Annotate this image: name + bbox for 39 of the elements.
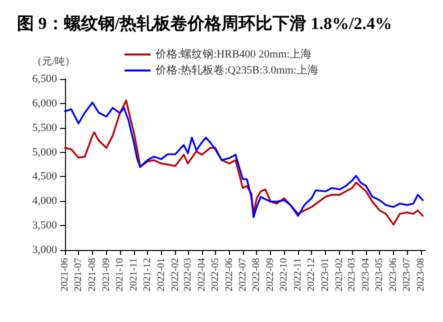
x-tick-label: 2021-06 <box>60 258 70 292</box>
x-tick-label: 2022-02 <box>170 258 181 292</box>
x-tick-label: 2022-10 <box>278 258 290 292</box>
y-axis-title: （元/吨） <box>32 56 75 68</box>
x-tick-label: 2023-02 <box>334 258 345 292</box>
y-tick-label: 4,500 <box>32 170 58 183</box>
x-tick-label: 2021-12 <box>142 258 153 292</box>
x-tick-label: 2022-12 <box>306 258 318 292</box>
y-tick-label: 6,000 <box>32 97 58 110</box>
x-tick-label: 2022-08 <box>251 258 262 292</box>
x-tick-label: 2021-11 <box>128 258 140 291</box>
chart-title: 图 9：螺纹钢/热轧板卷价格周环比下滑 1.8%/2.4% <box>17 14 392 33</box>
x-tick-label: 2022-11 <box>292 258 304 291</box>
y-tick-label: 3,500 <box>32 220 58 232</box>
y-tick-label: 5,500 <box>32 122 58 134</box>
legend-label: 价格:热轧板卷:Q235B:3.0mm:上海 <box>154 64 318 76</box>
x-tick-label: 2021-07 <box>73 258 84 292</box>
x-tick-label: 2022-03 <box>182 258 194 292</box>
x-tick-label: 2021-09 <box>100 258 112 292</box>
y-tick-label: 4,000 <box>32 195 58 208</box>
x-tick-label: 2023-05 <box>374 258 386 292</box>
x-tick-label: 2023-04 <box>360 258 372 292</box>
x-tick-label: 2023-08 <box>415 258 426 292</box>
x-tick-label: 2022-05 <box>210 258 221 292</box>
x-tick-label: 2022-07 <box>237 258 248 292</box>
x-tick-label: 2022-01 <box>156 258 167 292</box>
y-tick-label: 5,000 <box>32 146 58 158</box>
x-tick-label: 2023-01 <box>320 258 332 292</box>
x-tick-label: 2022-04 <box>196 258 208 292</box>
x-tick-label: 2022-09 <box>265 258 276 292</box>
x-tick-label: 2023-03 <box>346 258 358 292</box>
x-tick-label: 2021-10 <box>114 258 126 292</box>
x-tick-label: 2023-06 <box>388 258 399 292</box>
y-tick-label: 6,500 <box>32 73 58 85</box>
x-tick-label: 2023-07 <box>402 258 412 292</box>
legend-label: 价格:螺纹钢:HRB400 20mm:上海 <box>154 48 312 60</box>
y-tick-label: 3,000 <box>32 244 58 256</box>
x-tick-label: 2022-06 <box>224 258 235 292</box>
x-tick-label: 2021-08 <box>86 258 98 292</box>
